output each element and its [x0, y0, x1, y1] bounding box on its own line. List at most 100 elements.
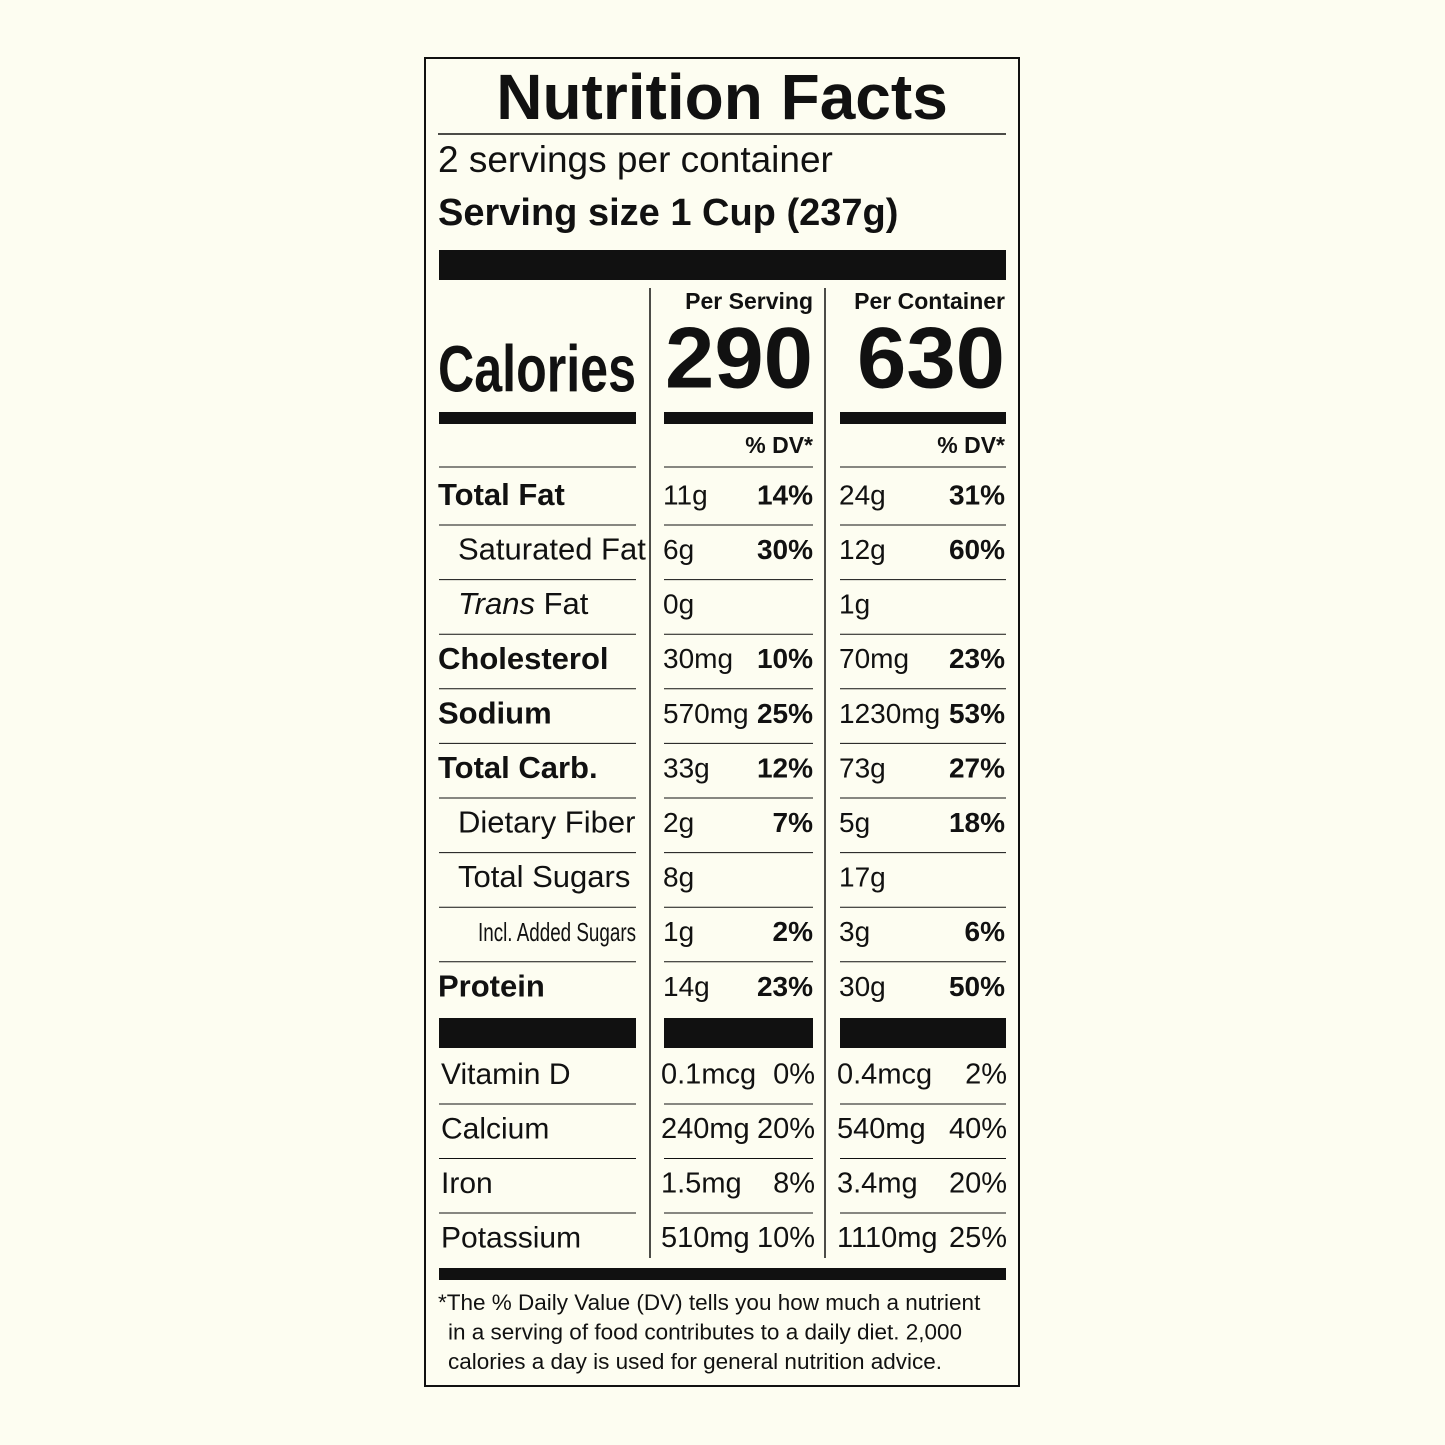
bar — [840, 1018, 1006, 1048]
nutrient-label: Total Sugars — [458, 859, 630, 894]
vitamin-label: Vitamin D — [441, 1058, 571, 1091]
daily-value: 53% — [949, 698, 1005, 729]
amount: 3g — [839, 916, 870, 947]
nutrient-label-text: Incl. Added Sugars — [478, 917, 636, 947]
nutrient-label: Sodium — [438, 696, 552, 731]
daily-value: 25% — [949, 1222, 1007, 1254]
footnote: calories a day is used for general nutri… — [448, 1349, 942, 1374]
daily-value: 7% — [773, 807, 814, 838]
daily-value: 30% — [757, 534, 813, 565]
bar — [439, 1018, 636, 1048]
daily-value: 25% — [757, 698, 813, 729]
nutrient-label-text: Cholesterol — [438, 641, 609, 676]
daily-value: 2% — [965, 1059, 1007, 1091]
servings: 2 servings per container — [438, 139, 833, 180]
amount: 17g — [839, 862, 886, 893]
dv-header: % DV* — [937, 432, 1005, 458]
calories-value: 630 — [857, 311, 1005, 407]
nutrient-label: Protein — [438, 969, 545, 1004]
amount: 510mg — [661, 1222, 750, 1254]
daily-value: 0% — [773, 1059, 815, 1091]
amount: 24g — [839, 479, 886, 510]
amount: 6g — [663, 534, 694, 565]
footnote: *The % Daily Value (DV) tells you how mu… — [438, 1290, 981, 1315]
title: Nutrition Facts — [496, 61, 948, 133]
dv-header: % DV* — [745, 432, 813, 458]
daily-value: 6% — [965, 916, 1006, 947]
nutrient-label-text: Sodium — [438, 696, 552, 731]
bar — [840, 412, 1006, 424]
amount: 3.4mg — [837, 1168, 918, 1200]
daily-value: 60% — [949, 534, 1005, 565]
nutrient-label-text: Dietary Fiber — [458, 805, 635, 840]
daily-value: 20% — [949, 1168, 1007, 1200]
nutrient-label-text: Fat — [535, 586, 589, 621]
amount: 1110mg — [837, 1222, 938, 1254]
amount: 0.1mcg — [661, 1059, 756, 1091]
thick-bar — [439, 250, 1006, 280]
daily-value: 20% — [757, 1113, 815, 1145]
label-border — [424, 57, 1020, 1387]
nutrient-label-text: Total Fat — [438, 477, 565, 512]
amount: 12g — [839, 534, 886, 565]
amount: 540mg — [837, 1113, 926, 1145]
bar — [664, 412, 813, 424]
daily-value: 18% — [949, 807, 1005, 838]
vitamin-label: Calcium — [441, 1112, 549, 1145]
nutrient-label: Dietary Fiber — [458, 805, 635, 840]
vitamin-label: Potassium — [441, 1221, 581, 1254]
amount: 73g — [839, 752, 886, 783]
daily-value: 31% — [949, 479, 1005, 510]
amount: 33g — [663, 752, 710, 783]
nutrient-label: Total Carb. — [438, 750, 598, 785]
amount: 570mg — [663, 698, 749, 729]
bar — [439, 412, 636, 424]
rows: Total Fat 11g 14% 24g 31% Saturated Fat 6g 30% 1… — [438, 466, 1007, 1374]
amount: 1g — [663, 916, 694, 947]
nutrient-label: Trans Fat — [458, 586, 589, 621]
daily-value: 8% — [773, 1168, 815, 1200]
daily-value: 23% — [757, 971, 813, 1002]
column-header: Per Container — [854, 288, 1005, 314]
daily-value: 40% — [949, 1113, 1007, 1145]
calories-value: 290 — [665, 311, 813, 407]
daily-value: 2% — [773, 916, 814, 947]
amount: 8g — [663, 862, 694, 893]
amount: 0g — [663, 589, 694, 620]
amount: 14g — [663, 971, 710, 1002]
nutrient-label: Incl. Added Sugars — [478, 917, 636, 947]
calories-label: Calories — [438, 331, 636, 405]
bar — [439, 1268, 1006, 1280]
daily-value: 12% — [757, 752, 813, 783]
footnote: in a serving of food contributes to a da… — [448, 1319, 962, 1344]
vitamin-label: Iron — [441, 1167, 493, 1200]
nutrient-label: Total Fat — [438, 477, 565, 512]
nutrient-label-italic: Trans — [458, 586, 535, 621]
nutrient-label: Cholesterol — [438, 641, 609, 676]
amount: 1230mg — [839, 698, 940, 729]
serving-size: Serving size 1 Cup (237g) — [438, 192, 898, 234]
amount: 11g — [663, 479, 708, 510]
amount: 1.5mg — [661, 1168, 742, 1200]
daily-value: 10% — [757, 643, 813, 674]
bar — [664, 1018, 813, 1048]
daily-value: 14% — [757, 479, 813, 510]
amount: 30g — [839, 971, 886, 1002]
daily-value: 27% — [949, 752, 1005, 783]
nutrient-label: Saturated Fat — [458, 532, 646, 567]
amount: 0.4mcg — [837, 1059, 932, 1091]
amount: 30mg — [663, 643, 733, 674]
amount: 1g — [839, 589, 870, 620]
daily-value: 50% — [949, 971, 1005, 1002]
amount: 5g — [839, 807, 870, 838]
daily-value: 23% — [949, 643, 1005, 674]
daily-value: 10% — [757, 1222, 815, 1254]
amount: 70mg — [839, 643, 909, 674]
column-header: Per Serving — [685, 288, 813, 314]
nutrient-label-text: Saturated Fat — [458, 532, 646, 567]
nutrient-label-text: Total Carb. — [438, 750, 598, 785]
amount: 2g — [663, 807, 694, 838]
